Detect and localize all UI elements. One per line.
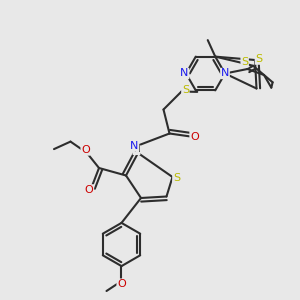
Text: O: O [81, 145, 90, 155]
Text: O: O [190, 131, 199, 142]
Text: O: O [117, 279, 126, 289]
Text: N: N [221, 68, 229, 79]
Text: S: S [173, 173, 180, 183]
Text: S: S [241, 57, 248, 67]
Text: N: N [130, 141, 139, 151]
Text: S: S [255, 54, 262, 64]
Text: N: N [180, 68, 189, 79]
Text: H: H [133, 146, 140, 154]
Text: O: O [85, 185, 94, 195]
Text: S: S [182, 85, 189, 95]
